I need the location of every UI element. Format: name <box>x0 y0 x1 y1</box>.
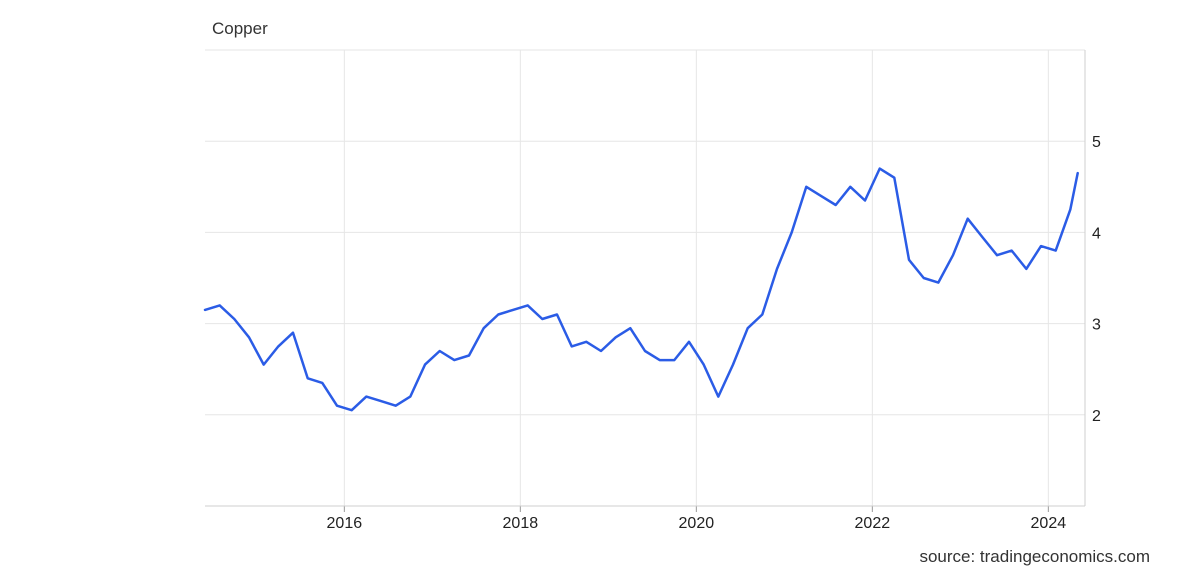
data-point <box>262 363 265 366</box>
data-point <box>482 327 485 329</box>
data-point <box>996 254 998 256</box>
data-point <box>688 341 690 343</box>
data-point <box>761 313 764 316</box>
data-point <box>952 254 954 256</box>
y-tick-label: 3 <box>1092 317 1101 334</box>
data-point <box>702 363 705 366</box>
data-point <box>218 304 221 307</box>
x-tick-label: 2024 <box>1031 515 1067 532</box>
data-point <box>248 336 250 339</box>
data-point <box>350 409 353 412</box>
data-point <box>306 377 309 380</box>
data-point <box>966 217 969 220</box>
data-point <box>585 341 588 343</box>
data-point <box>556 313 558 316</box>
data-point <box>673 359 676 361</box>
data-point <box>409 395 412 398</box>
data-point <box>438 350 441 352</box>
data-point <box>204 309 206 311</box>
data-point <box>922 277 925 279</box>
data-point <box>1040 245 1042 247</box>
data-point <box>658 359 661 361</box>
data-point <box>732 363 734 366</box>
y-tick-label: 4 <box>1092 225 1101 242</box>
data-point <box>1054 249 1057 252</box>
data-point <box>805 186 808 188</box>
y-tick-label: 2 <box>1092 408 1101 425</box>
x-tick-label: 2018 <box>503 515 539 532</box>
x-tick-label: 2016 <box>327 515 363 532</box>
data-point <box>717 395 720 398</box>
data-point <box>981 236 984 238</box>
data-point <box>893 176 896 179</box>
data-point <box>600 350 602 352</box>
y-tick-label: 5 <box>1092 134 1101 151</box>
chart-title: Copper <box>212 19 268 38</box>
data-point <box>336 404 338 407</box>
data-point <box>453 359 456 361</box>
data-point <box>1069 208 1072 211</box>
data-point <box>1010 249 1013 252</box>
data-point <box>1025 268 1028 270</box>
data-point <box>512 309 514 311</box>
data-point <box>790 231 793 234</box>
data-point <box>526 304 529 307</box>
data-point <box>292 331 294 334</box>
data-point <box>834 204 837 206</box>
data-point <box>277 345 280 348</box>
data-point <box>541 318 544 320</box>
data-point <box>321 382 324 384</box>
data-point <box>468 354 470 357</box>
data-point <box>908 258 910 261</box>
data-point <box>746 327 749 329</box>
data-point <box>820 195 822 197</box>
data-point <box>864 199 866 202</box>
source-note: source: tradingeconomics.com <box>919 547 1150 566</box>
data-point <box>365 395 368 398</box>
data-point <box>394 404 397 407</box>
data-point <box>233 318 236 320</box>
data-point <box>424 363 426 366</box>
data-point <box>614 336 617 339</box>
data-point <box>878 167 881 170</box>
x-tick-label: 2020 <box>679 515 715 532</box>
data-point <box>1076 172 1079 174</box>
data-point <box>644 350 646 352</box>
data-point <box>570 345 573 348</box>
x-tick-label: 2022 <box>855 515 891 532</box>
series-line <box>203 167 1079 412</box>
data-point <box>380 400 382 402</box>
data-point <box>776 268 778 270</box>
data-point <box>937 281 940 284</box>
data-point <box>849 186 852 188</box>
data-point <box>629 327 632 329</box>
data-point <box>497 313 500 316</box>
